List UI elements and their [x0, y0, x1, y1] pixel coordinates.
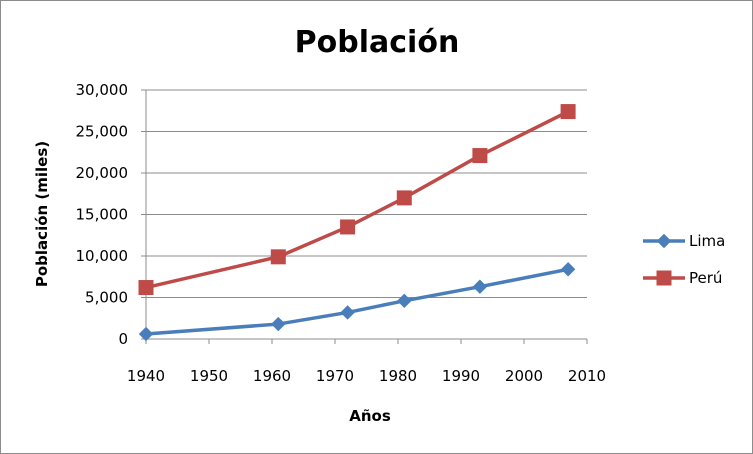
- x-tick-label: 2010: [568, 367, 606, 385]
- y-tick-label: 20,000: [76, 164, 129, 182]
- legend-item-lima: Lima: [643, 232, 725, 250]
- legend-marker-lima: [656, 233, 672, 249]
- y-tick-label: 10,000: [76, 247, 129, 265]
- legend-label-per-: Perú: [689, 269, 722, 287]
- legend-marker-per-: [656, 270, 672, 286]
- y-axis-title: Población (miles): [33, 141, 51, 287]
- y-tick-label: 5,000: [85, 289, 128, 307]
- data-point-per-: [340, 219, 356, 235]
- x-tick-label: 2000: [505, 367, 543, 385]
- x-tick-label: 1980: [379, 367, 417, 385]
- x-axis-title: Años: [349, 407, 391, 425]
- y-tick-labels: 0 5,000 10,000 15,000 20,000 25,000 30,000: [76, 81, 129, 348]
- gridlines: [146, 89, 587, 298]
- data-point-per-: [270, 249, 286, 265]
- data-point-lima: [340, 305, 355, 320]
- legend: Lima Perú: [643, 232, 725, 287]
- data-point-per-: [560, 104, 576, 120]
- data-point-lima: [138, 326, 154, 342]
- series-line-lima: [145, 267, 569, 336]
- legend-item-per-: Perú: [643, 269, 722, 287]
- y-tick-label: 25,000: [76, 123, 129, 141]
- x-tick-label: 1990: [442, 367, 480, 385]
- data-point-lima: [560, 262, 576, 277]
- x-tick-label: 1960: [253, 367, 291, 385]
- data-point-lima: [397, 293, 412, 309]
- chart-title: Población: [295, 25, 460, 60]
- x-tick-label: 1970: [316, 367, 354, 385]
- x-tick-label: 1950: [190, 367, 228, 385]
- data-point-per-: [472, 148, 488, 164]
- data-point-per-: [138, 280, 154, 296]
- data-point-per-: [396, 190, 412, 206]
- x-tick-labels: 1940 1950 1960 1970 1980 1990 2000 2010: [127, 367, 606, 385]
- y-tick-label: 30,000: [76, 81, 129, 99]
- series-layer: [138, 104, 576, 342]
- x-tick-label: 1940: [127, 367, 165, 385]
- data-point-lima: [271, 316, 286, 332]
- series-line-per-: [145, 110, 569, 290]
- legend-label-lima: Lima: [689, 232, 725, 250]
- series-per-: [138, 104, 576, 296]
- series-lima: [138, 262, 576, 342]
- y-tick-label: 15,000: [76, 206, 129, 224]
- y-tick-label: 0: [118, 330, 128, 348]
- data-point-lima: [472, 279, 488, 294]
